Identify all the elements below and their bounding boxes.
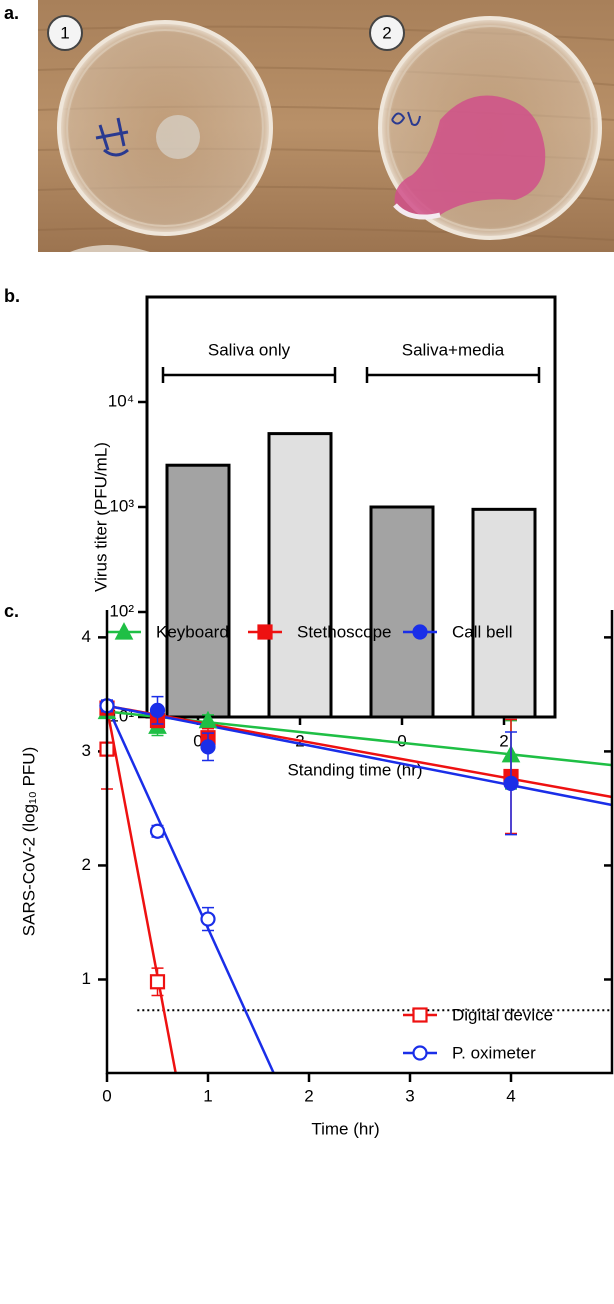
- dish-number: 1: [60, 23, 69, 42]
- x-tick-label: 0: [102, 1086, 111, 1105]
- x-axis-label: Time (hr): [311, 1119, 379, 1138]
- marker: [149, 974, 166, 990]
- dish-number-badge: [369, 15, 405, 51]
- legend-label: Digital device: [452, 1005, 553, 1024]
- fit-line: [105, 707, 177, 1074]
- dish-number-badge: [47, 15, 83, 51]
- bar: [471, 507, 537, 719]
- panel-label: a.: [4, 3, 19, 23]
- group-bracket: [161, 367, 337, 383]
- x-tick-label: 2: [304, 1086, 313, 1105]
- legend-label: Keyboard: [156, 622, 229, 641]
- fit-line: [106, 704, 613, 799]
- fit-line: [106, 704, 613, 807]
- marker: [114, 622, 134, 640]
- plot-frame: [145, 295, 557, 719]
- y-tick-label: 1: [82, 969, 91, 988]
- handwriting: [95, 117, 129, 157]
- bar: [165, 463, 231, 719]
- y-tick-label: 4: [82, 627, 91, 646]
- y-tick-label: 10³: [109, 496, 134, 515]
- group-label: Saliva only: [208, 340, 291, 359]
- y-tick-label: 10²: [109, 601, 134, 620]
- petri-dish-partial: [70, 245, 150, 252]
- x-tick-label: 4: [506, 1086, 515, 1105]
- petri-dish-rim: [387, 25, 593, 231]
- x-tick-label: 3: [405, 1086, 414, 1105]
- legend-entry: Stethoscope: [248, 622, 392, 641]
- fit-line: [105, 705, 275, 1074]
- y-axis-label: Virus titer (PFU/mL): [91, 442, 110, 592]
- marker: [200, 911, 216, 927]
- media-pool: [394, 95, 546, 218]
- x-tick-label: 2: [499, 731, 508, 750]
- marker: [503, 775, 519, 791]
- legend-label: Call bell: [452, 622, 512, 641]
- y-tick-label: 2: [82, 855, 91, 874]
- marker: [412, 624, 428, 640]
- panel-label: c.: [4, 601, 19, 621]
- y-axis-label: SARS-CoV-2 (log₁₀ PFU): [19, 747, 38, 936]
- bar: [267, 432, 333, 719]
- x-tick-label: 0: [397, 731, 406, 750]
- photo: 1 2: [37, 0, 614, 252]
- line-chart: 1 2 3 4 0 1 2 3 4 Keyboard Stethoscope Call bell Dig…: [19, 610, 614, 1138]
- y-tick-label: 10⁴: [108, 391, 134, 410]
- marker: [412, 1007, 428, 1023]
- marker: [257, 624, 273, 640]
- media-edge: [393, 203, 441, 220]
- x-tick-label: 0: [193, 731, 202, 750]
- handwriting: [391, 111, 421, 126]
- marker: [149, 823, 166, 839]
- legend-label: P. oximeter: [452, 1043, 536, 1062]
- saliva-spot: [156, 115, 200, 159]
- y-tick-label: 3: [82, 741, 91, 760]
- legend-entry: Call bell: [403, 622, 512, 641]
- legend-entry: P. oximeter: [403, 1043, 536, 1062]
- panel-label: b.: [4, 286, 20, 306]
- marker: [198, 710, 218, 729]
- dish-number: 2: [382, 23, 391, 42]
- x-axis-label: Standing time (hr): [287, 760, 422, 779]
- axis-frame: [105, 610, 614, 1075]
- x-tick-label: 1: [203, 1086, 212, 1105]
- petri-dish-rim: [66, 29, 264, 227]
- group-label: Saliva+media: [402, 340, 505, 359]
- legend-entry: Digital device: [403, 1005, 553, 1024]
- marker: [412, 1045, 428, 1061]
- bar: [369, 505, 435, 719]
- marker: [149, 702, 166, 718]
- marker: [200, 739, 216, 755]
- legend-label: Stethoscope: [297, 622, 392, 641]
- legend-entry: Keyboard: [107, 622, 229, 641]
- group-bracket: [365, 367, 541, 383]
